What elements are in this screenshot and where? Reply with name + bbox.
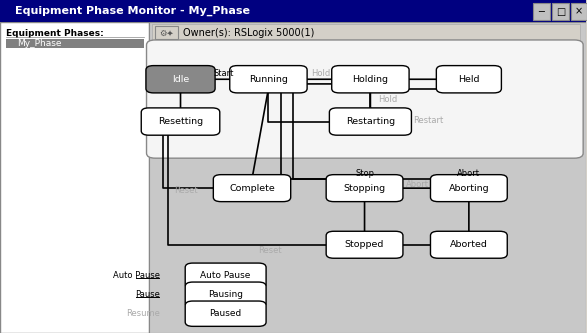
FancyBboxPatch shape: [0, 22, 150, 333]
FancyBboxPatch shape: [185, 282, 266, 307]
Text: Stop: Stop: [355, 169, 374, 178]
FancyBboxPatch shape: [552, 3, 568, 20]
Text: Resume: Resume: [126, 309, 160, 318]
FancyBboxPatch shape: [141, 108, 220, 135]
Text: Start: Start: [214, 69, 234, 79]
FancyBboxPatch shape: [436, 66, 501, 93]
Text: Aborting: Aborting: [448, 183, 489, 193]
Text: Stopping: Stopping: [343, 183, 386, 193]
Text: Paused: Paused: [210, 309, 242, 318]
FancyBboxPatch shape: [156, 26, 178, 39]
Text: □: □: [556, 7, 565, 17]
FancyBboxPatch shape: [430, 231, 507, 258]
Text: Resetting: Resetting: [158, 117, 203, 126]
FancyBboxPatch shape: [230, 66, 307, 93]
Text: Idle: Idle: [172, 75, 189, 84]
Text: Restart: Restart: [413, 116, 443, 125]
FancyBboxPatch shape: [430, 174, 507, 202]
Text: Held: Held: [458, 75, 480, 84]
FancyBboxPatch shape: [153, 24, 580, 41]
Text: Abort: Abort: [457, 169, 480, 178]
Text: ─: ─: [539, 7, 545, 17]
Text: Restarting: Restarting: [346, 117, 395, 126]
Text: Complete: Complete: [229, 183, 275, 193]
FancyBboxPatch shape: [0, 0, 586, 22]
Text: Reset: Reset: [174, 186, 198, 195]
Text: Hold: Hold: [379, 95, 398, 105]
FancyBboxPatch shape: [332, 66, 409, 93]
Text: Holding: Holding: [352, 75, 389, 84]
Text: Running: Running: [249, 75, 288, 84]
FancyBboxPatch shape: [571, 3, 587, 20]
FancyBboxPatch shape: [213, 174, 291, 202]
Text: ×: ×: [575, 7, 583, 17]
Text: Owner(s): RSLogix 5000(1): Owner(s): RSLogix 5000(1): [183, 28, 314, 38]
FancyBboxPatch shape: [534, 3, 550, 20]
FancyBboxPatch shape: [326, 174, 403, 202]
Text: Pausing: Pausing: [208, 290, 243, 299]
Text: Reset: Reset: [258, 246, 281, 255]
FancyBboxPatch shape: [185, 263, 266, 288]
FancyBboxPatch shape: [6, 39, 144, 48]
Text: Auto Pause: Auto Pause: [113, 271, 160, 280]
Text: Aborted: Aborted: [450, 240, 488, 249]
FancyBboxPatch shape: [326, 231, 403, 258]
Text: Equipment Phases:: Equipment Phases:: [6, 29, 104, 38]
Text: ⚙✦: ⚙✦: [159, 28, 174, 37]
FancyBboxPatch shape: [185, 301, 266, 326]
FancyBboxPatch shape: [146, 66, 215, 93]
Text: Equipment Phase Monitor - My_Phase: Equipment Phase Monitor - My_Phase: [15, 6, 249, 16]
FancyBboxPatch shape: [329, 108, 411, 135]
FancyBboxPatch shape: [150, 22, 586, 333]
FancyBboxPatch shape: [147, 40, 583, 158]
Text: Abort: Abort: [406, 179, 429, 189]
Text: My_Phase: My_Phase: [18, 39, 62, 48]
Text: Hold: Hold: [312, 69, 331, 79]
Text: Stopped: Stopped: [345, 240, 384, 249]
Text: Pause: Pause: [135, 290, 160, 299]
Text: Auto Pause: Auto Pause: [200, 271, 251, 280]
